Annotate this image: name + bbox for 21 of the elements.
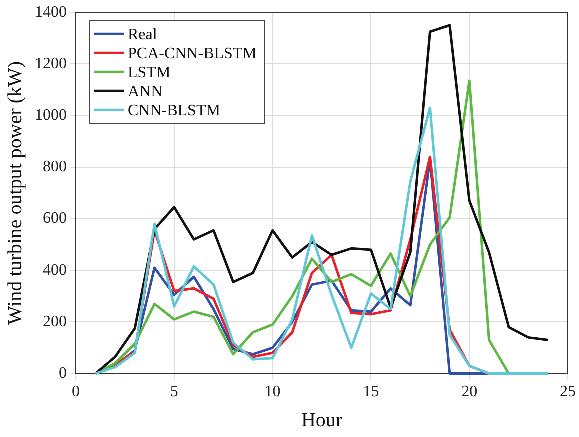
- legend-label: Real: [128, 26, 158, 44]
- legend-label: CNN-BLSTM: [128, 102, 220, 120]
- x-tick-label: 25: [560, 384, 576, 401]
- legend-label: ANN: [128, 83, 164, 100]
- y-tick-label: 1200: [35, 55, 67, 72]
- x-tick-label: 20: [462, 384, 478, 401]
- legend-label: PCA-CNN-BLSTM: [128, 45, 257, 62]
- legend-label: LSTM: [128, 64, 171, 82]
- x-tick-label: 5: [170, 384, 178, 401]
- y-tick-label: 200: [43, 313, 67, 330]
- y-tick-label: 800: [43, 158, 67, 176]
- y-tick-label: 600: [43, 210, 67, 228]
- y-tick-label: 1400: [35, 4, 67, 21]
- x-tick-label: 10: [264, 384, 281, 401]
- x-axis-title: Hour: [301, 409, 343, 432]
- x-tick-label: 15: [363, 384, 380, 401]
- y-axis-title: Wind turbine output power (kW): [4, 61, 26, 325]
- y-tick-label: 0: [59, 365, 67, 382]
- x-tick-label: 0: [72, 384, 80, 401]
- y-tick-label: 400: [43, 262, 67, 279]
- y-tick-label: 1000: [35, 107, 67, 124]
